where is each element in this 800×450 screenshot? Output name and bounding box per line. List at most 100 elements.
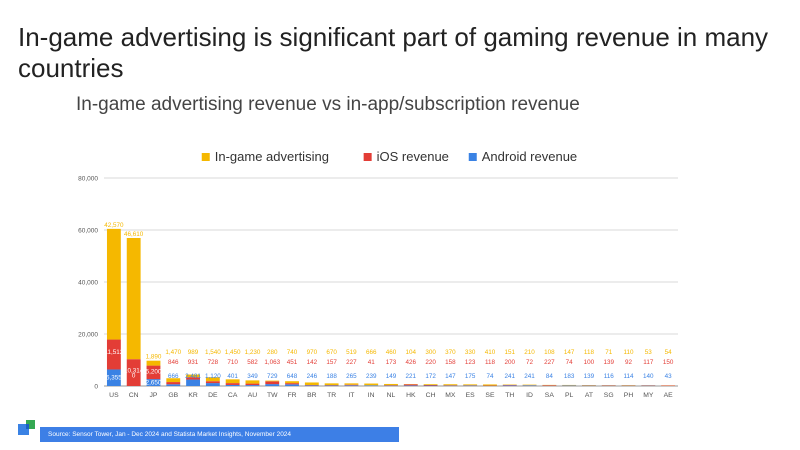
bar-segment bbox=[502, 385, 517, 386]
x-tick-label: NL bbox=[387, 392, 396, 399]
x-tick-label: MY bbox=[643, 392, 654, 399]
android-data-label: 1,120 bbox=[205, 373, 221, 380]
bar-segment bbox=[126, 237, 141, 360]
x-tick-label: ES bbox=[466, 392, 476, 399]
x-tick-label: GB bbox=[168, 392, 178, 399]
advertising-data-label: 110 bbox=[623, 349, 634, 356]
x-tick-label: PL bbox=[565, 392, 574, 399]
android-data-label: 183 bbox=[564, 373, 575, 380]
android-data-label: 188 bbox=[326, 373, 337, 380]
bar-segment bbox=[186, 374, 200, 378]
ios-data-label: 846 bbox=[168, 359, 179, 366]
ios-data-label: 117 bbox=[643, 359, 654, 366]
y-tick-label: 80,000 bbox=[78, 176, 98, 183]
bar-segment bbox=[265, 384, 280, 386]
bar-segment bbox=[166, 384, 181, 386]
bar-segment bbox=[126, 359, 141, 386]
bar-segment bbox=[146, 379, 161, 386]
advertising-data-label: 666 bbox=[366, 349, 377, 356]
android-data-label: 241 bbox=[505, 373, 516, 380]
bars bbox=[106, 228, 676, 386]
bar-segment bbox=[186, 377, 200, 380]
ios-data-label: 41 bbox=[368, 359, 376, 366]
ios-data-label: 426 bbox=[406, 359, 417, 366]
bar-segment bbox=[225, 379, 240, 384]
x-tick-label: AT bbox=[585, 392, 593, 399]
advertising-data-label: 410 bbox=[485, 349, 496, 356]
ios-data-label: 74 bbox=[566, 359, 574, 366]
android-data-label: 221 bbox=[406, 373, 417, 380]
android-data-label: 74 bbox=[486, 373, 494, 380]
bar-segment bbox=[106, 339, 121, 370]
bar-segment bbox=[384, 383, 398, 386]
x-tick-label: ID bbox=[526, 392, 533, 399]
advertising-data-label: 54 bbox=[665, 349, 673, 356]
ios-data-label: 92 bbox=[625, 359, 633, 366]
ios-data-label: 451 bbox=[287, 359, 298, 366]
ios-data-label: 200 bbox=[505, 359, 516, 366]
x-tick-label: SE bbox=[485, 392, 495, 399]
advertising-data-label: 118 bbox=[584, 349, 595, 356]
android-data-label: 116 bbox=[604, 373, 615, 380]
bar-segment bbox=[245, 383, 260, 386]
ios-data-label: 728 bbox=[208, 359, 219, 366]
advertising-data-label: 104 bbox=[406, 349, 417, 356]
bar-segment bbox=[285, 384, 299, 386]
ios-data-label: 227 bbox=[544, 359, 555, 366]
android-data-label: 729 bbox=[267, 373, 278, 380]
ios-data-label: 150 bbox=[663, 359, 674, 366]
bar-segment bbox=[205, 377, 220, 382]
legend-swatch bbox=[363, 153, 372, 161]
ios-data-label: 142 bbox=[307, 359, 318, 366]
android-data-label: 265 bbox=[346, 373, 357, 380]
x-tick-label: CN bbox=[129, 392, 139, 399]
logo-icon bbox=[18, 420, 35, 435]
ios-data-label: 100 bbox=[584, 359, 595, 366]
android-data-label: 149 bbox=[386, 373, 397, 380]
legend-item: iOS revenue bbox=[363, 149, 449, 164]
bar-segment bbox=[502, 384, 517, 386]
bar-segment bbox=[225, 384, 240, 386]
android-data-label: 114 bbox=[623, 373, 634, 380]
legend-swatch bbox=[201, 153, 210, 161]
advertising-data-label: 330 bbox=[465, 349, 476, 356]
data-labels: 6,355 11,512 42,570 10,314 46,610 2,650 5,200 1… bbox=[104, 222, 674, 387]
advertising-data-label: 370 bbox=[445, 349, 456, 356]
bar-segment bbox=[344, 383, 359, 385]
x-tick-label: IT bbox=[348, 392, 354, 399]
android-data-label: 6,355 bbox=[106, 375, 122, 382]
bar-segment bbox=[304, 385, 319, 386]
ios-data-label: 5,200 bbox=[146, 368, 162, 375]
x-tick-label: MX bbox=[445, 392, 456, 399]
bar-segment bbox=[285, 383, 299, 385]
bar-segment bbox=[245, 380, 260, 384]
android-data-label: 140 bbox=[643, 373, 654, 380]
android-data-label: 172 bbox=[425, 373, 436, 380]
ios-data-label: 11,512 bbox=[104, 349, 123, 356]
bar-segment bbox=[522, 385, 537, 386]
x-tick-label: TW bbox=[267, 392, 278, 399]
android-data-label: 666 bbox=[168, 373, 179, 380]
legend-swatch bbox=[468, 153, 477, 161]
advertising-data-label: 989 bbox=[188, 349, 199, 356]
advertising-data-label: 151 bbox=[505, 349, 516, 356]
x-tick-label: AE bbox=[664, 392, 674, 399]
bar-segment bbox=[146, 365, 161, 380]
android-data-label: 147 bbox=[445, 373, 456, 380]
android-data-label: 43 bbox=[665, 373, 673, 380]
advertising-data-label: 108 bbox=[544, 349, 555, 356]
ios-data-label: 118 bbox=[485, 359, 496, 366]
x-tick-label: HK bbox=[406, 392, 416, 399]
ios-data-label: 582 bbox=[247, 359, 258, 366]
y-tick-label: 60,000 bbox=[78, 228, 98, 235]
legend-label: Android revenue bbox=[482, 149, 577, 164]
x-tick-label: PH bbox=[624, 392, 634, 399]
ios-data-label: 72 bbox=[526, 359, 534, 366]
source-note: Source: Sensor Tower, Jan - Dec 2024 and… bbox=[40, 427, 399, 442]
bar-segment bbox=[403, 385, 418, 386]
advertising-data-label: 1,890 bbox=[146, 354, 162, 361]
advertising-data-label: 71 bbox=[605, 349, 613, 356]
special-data-label: 0 bbox=[132, 373, 136, 380]
android-data-label: 175 bbox=[465, 373, 476, 380]
ios-data-label: 1,063 bbox=[264, 359, 280, 366]
